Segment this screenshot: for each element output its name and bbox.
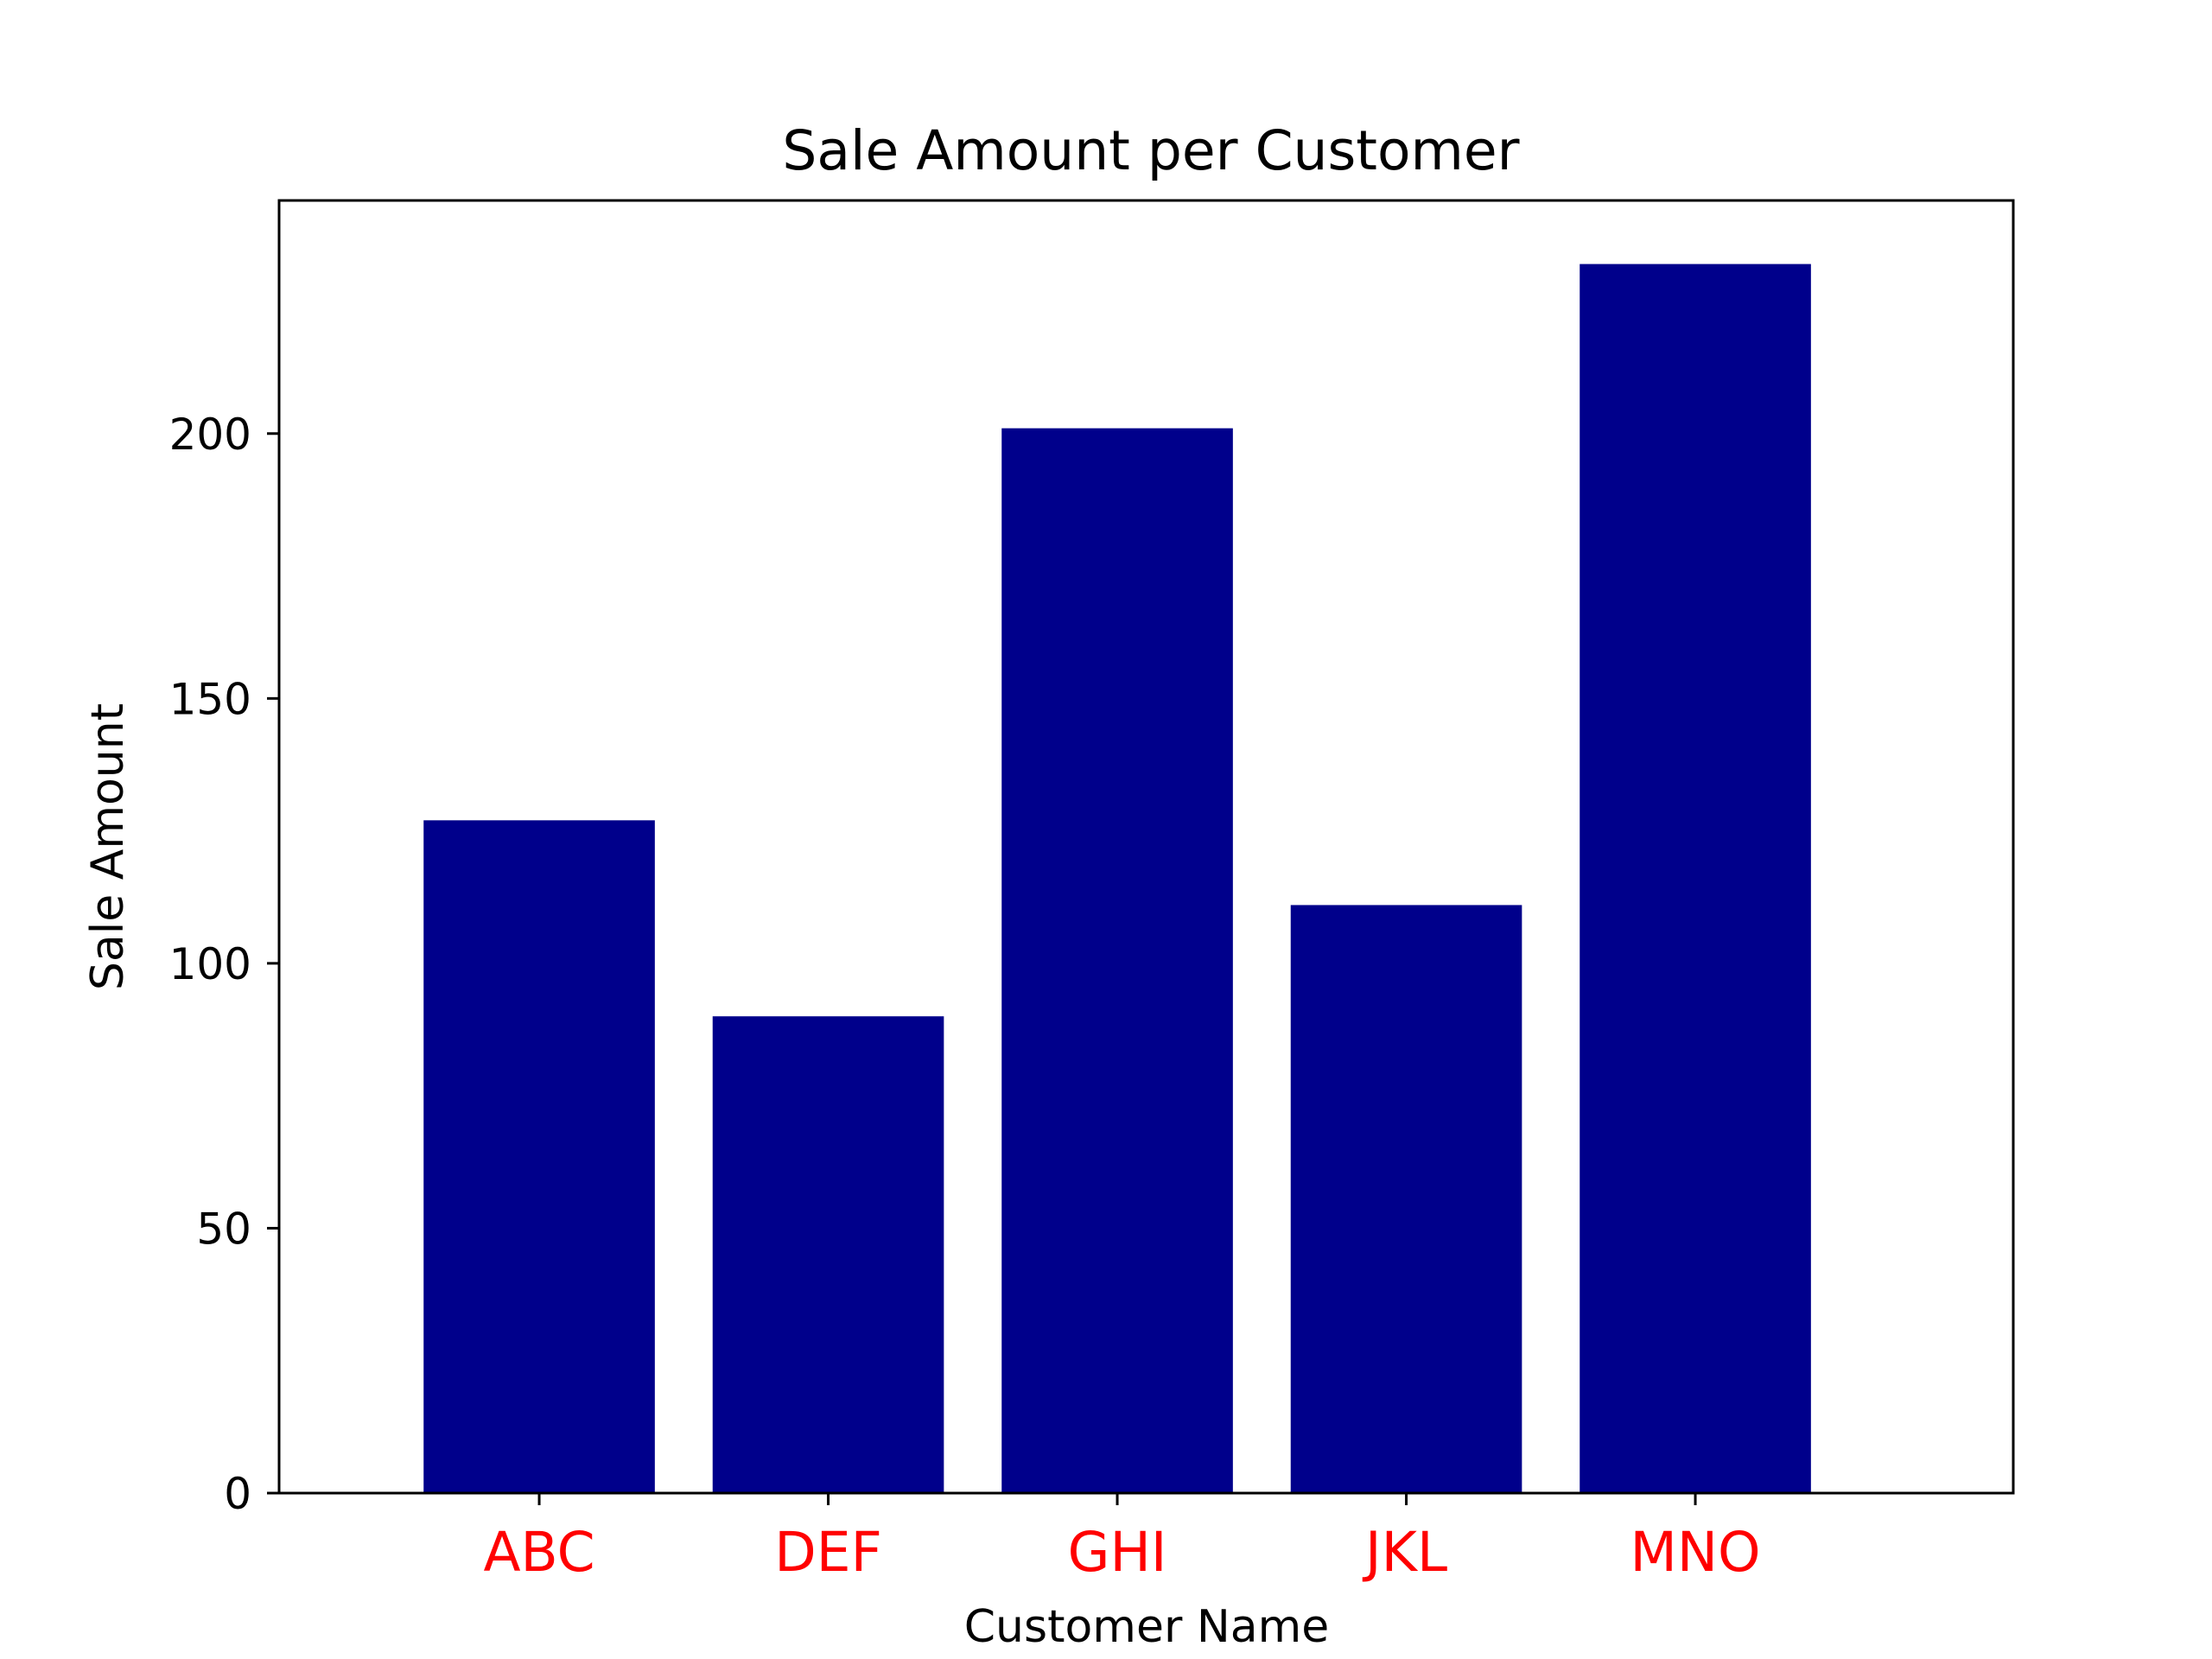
bars-group bbox=[423, 264, 1811, 1494]
y-axis: 0 50 100 150 200 bbox=[169, 410, 279, 1519]
y-tick-label: 100 bbox=[169, 939, 251, 989]
y-tick-label: 150 bbox=[169, 674, 251, 724]
y-tick-label: 50 bbox=[196, 1204, 251, 1254]
bar-abc bbox=[423, 820, 655, 1493]
y-axis-label: Sale Amount bbox=[82, 703, 134, 990]
bar-mno bbox=[1580, 264, 1811, 1494]
x-axis: ABC DEF GHI JKL MNO bbox=[483, 1493, 1761, 1584]
x-tick-label-abc: ABC bbox=[483, 1521, 594, 1584]
bar-ghi bbox=[1001, 428, 1233, 1493]
x-tick-label-def: DEF bbox=[774, 1521, 882, 1584]
x-tick-label-jkl: JKL bbox=[1362, 1521, 1447, 1584]
chart-title: Sale Amount per Customer bbox=[782, 119, 1519, 182]
x-tick-label-mno: MNO bbox=[1630, 1521, 1761, 1584]
x-tick-label-ghi: GHI bbox=[1068, 1521, 1167, 1584]
y-tick-label: 200 bbox=[169, 410, 251, 460]
bar-def bbox=[712, 1016, 944, 1493]
plot-frame bbox=[277, 199, 2015, 1495]
y-tick-label: 0 bbox=[224, 1469, 251, 1519]
x-axis-label: Customer Name bbox=[964, 1601, 1330, 1653]
bar-jkl bbox=[1290, 905, 1522, 1493]
